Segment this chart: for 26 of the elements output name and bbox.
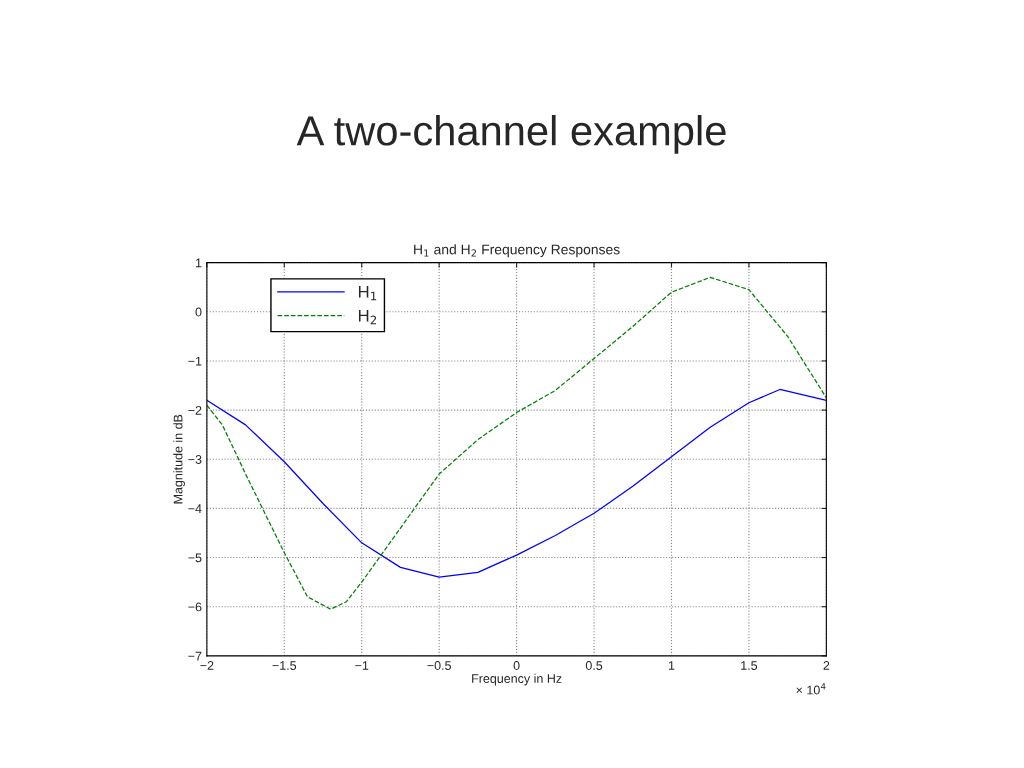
y-tick-label: −1 — [188, 356, 202, 366]
x-tick-label: 1.5 — [741, 661, 758, 670]
y-axis-title: Magnitude in dB — [173, 414, 185, 504]
y-tick-label: −4 — [188, 504, 202, 513]
legend-label: H$_{1}$ — [358, 286, 377, 301]
y-tick-label: −3 — [188, 455, 202, 464]
x-tick-label: 0 — [513, 661, 520, 670]
x-tick-label: −1.5 — [272, 661, 297, 670]
chart-title: A two-channel example — [296, 114, 726, 154]
x-tick-label: −0.5 — [427, 661, 451, 670]
x-tick-label: 1 — [668, 661, 675, 670]
line-series — [206, 276, 827, 610]
y-tick-label: −7 — [188, 651, 202, 661]
x-axis-title: Frequency in Hz — [472, 673, 562, 686]
text: × 10$^{4}$ — [796, 683, 826, 695]
x-tick-label: −1 — [355, 661, 369, 670]
y-tick-label: 0 — [195, 307, 202, 317]
y-tick-label: −5 — [188, 553, 202, 563]
y-tick-label: −6 — [188, 602, 202, 612]
y-tick-label: −2 — [188, 405, 202, 415]
y-tick-label: 1 — [195, 258, 202, 268]
x-tick-label: 2 — [823, 661, 830, 670]
legend-label: H$_{2}$ — [358, 309, 377, 325]
x-tick-label: 0.5 — [585, 661, 603, 670]
chart-subtitle: H$_{1}$ and H$_{2}$ Frequency Responses — [414, 244, 620, 258]
line-series — [206, 388, 827, 578]
